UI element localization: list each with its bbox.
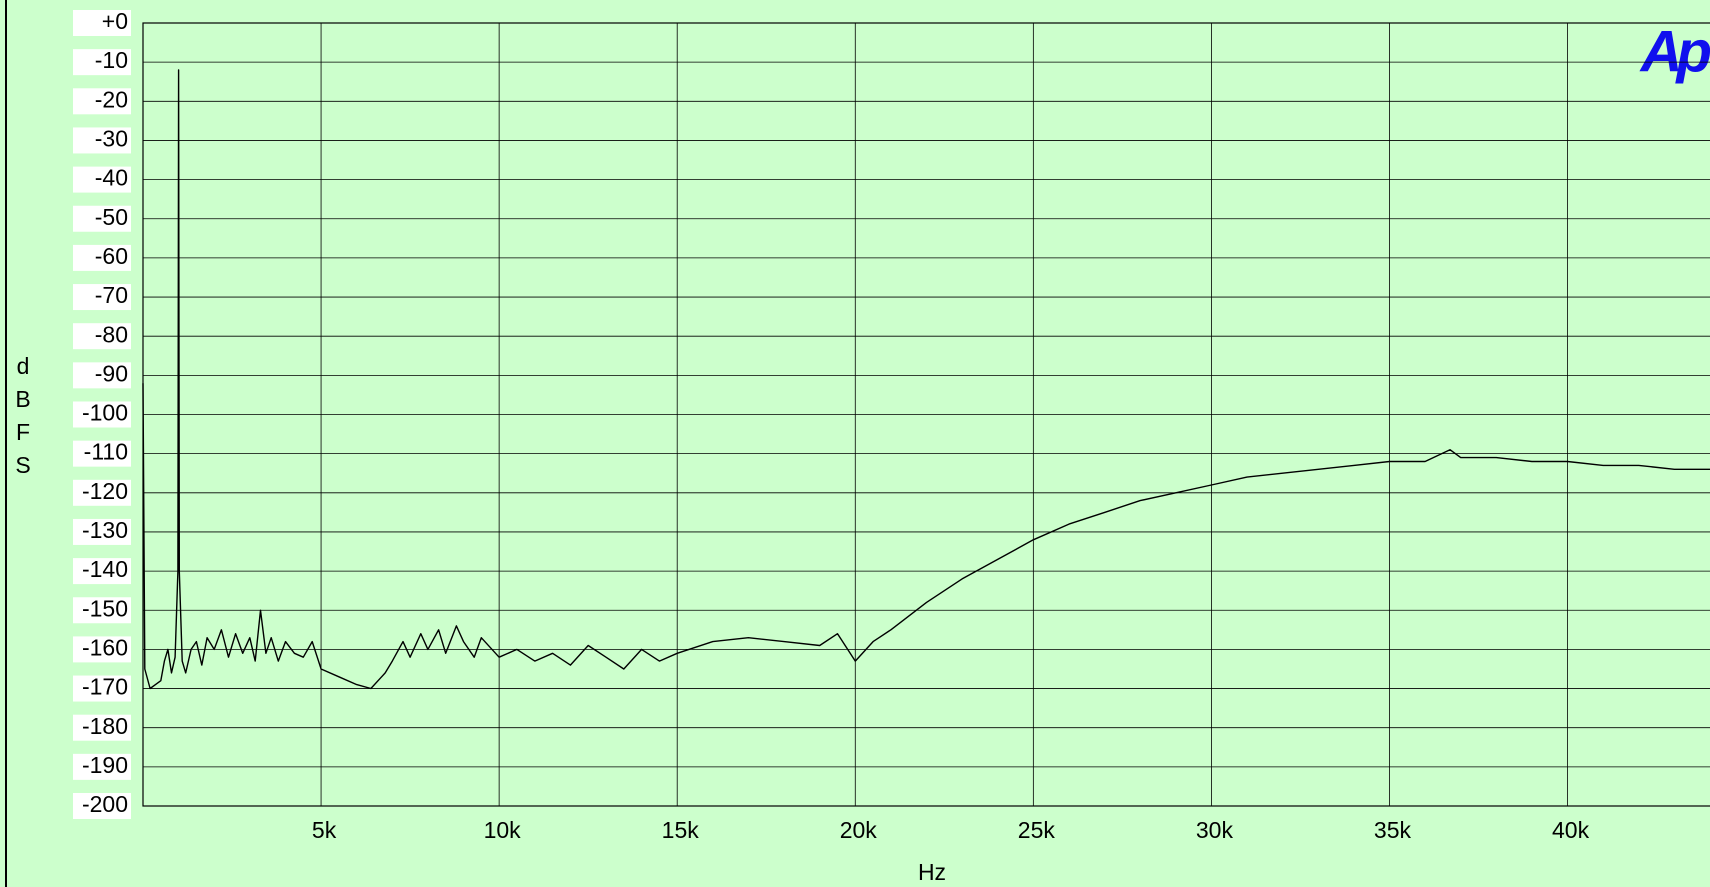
y-tick-label-bg [73, 284, 131, 311]
y-tick-label: -30 [95, 126, 128, 152]
y-tick-label-bg [73, 675, 131, 702]
x-tick-label: 30k [1196, 817, 1234, 843]
y-tick-label: -90 [95, 360, 128, 386]
y-tick-label-bg [73, 597, 131, 624]
y-tick-label: -110 [84, 439, 128, 465]
y-tick-label-bg [73, 49, 131, 76]
y-tick-label-bg [73, 558, 131, 585]
y-tick-label-bg [73, 127, 131, 154]
y-tick-label: -80 [95, 321, 128, 347]
y-tick-label: -60 [95, 243, 128, 269]
y-tick-label-bg [73, 10, 131, 36]
y-tick-label-bg [73, 793, 131, 819]
y-tick-label: -10 [95, 47, 128, 73]
y-tick-label-bg [73, 714, 131, 741]
y-tick-label: -40 [95, 165, 128, 191]
y-tick-label: -160 [82, 634, 128, 660]
y-tick-label: -140 [82, 556, 128, 582]
y-tick-label-bg [73, 205, 131, 232]
y-tick-label-bg [73, 401, 131, 428]
y-tick-label-bg [73, 753, 131, 780]
y-tick-label-bg [73, 362, 131, 389]
y-tick-label: -130 [82, 517, 128, 543]
y-tick-label-bg [73, 244, 131, 271]
y-tick-label-bg [73, 636, 131, 663]
x-tick-label: 15k [662, 817, 700, 843]
y-tick-label: -200 [82, 791, 128, 817]
y-tick-label-bg [73, 479, 131, 506]
x-tick-label: 40k [1552, 817, 1590, 843]
y-tick-label: -190 [82, 752, 128, 778]
y-tick-label: -170 [82, 674, 128, 700]
y-tick-label: -70 [95, 282, 128, 308]
y-tick-label: -180 [82, 713, 128, 739]
y-tick-label-bg [73, 323, 131, 350]
y-tick-label: -50 [95, 204, 128, 230]
y-tick-label-bg [73, 440, 131, 467]
y-tick-label-bg [73, 518, 131, 545]
y-tick-label: -150 [82, 595, 128, 621]
y-tick-label: -100 [82, 400, 128, 426]
x-tick-label: 35k [1374, 817, 1412, 843]
x-tick-label: 25k [1018, 817, 1056, 843]
y-axis-label: dBFS [15, 353, 31, 478]
x-tick-label: 10k [484, 817, 522, 843]
y-tick-label: -20 [95, 86, 128, 112]
x-axis-label: Hz [918, 859, 946, 885]
y-tick-label-bg [73, 166, 131, 193]
y-tick-label: +0 [102, 8, 128, 34]
x-tick-label: 20k [840, 817, 878, 843]
y-tick-label-bg [73, 88, 131, 115]
data-line [142, 69, 1710, 690]
logo: Ap [1639, 19, 1710, 84]
y-tick-label: -120 [82, 478, 128, 504]
x-tick-label: 5k [312, 817, 337, 843]
